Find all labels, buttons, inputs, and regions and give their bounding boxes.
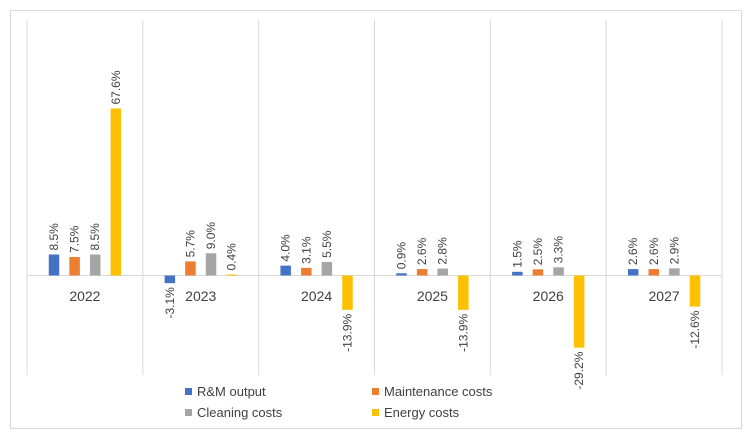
category-label-2027: 2027 [649,288,680,304]
bar-maintenance-costs-2027 [648,269,660,276]
bar-r-m-output-2024 [280,265,291,276]
bar-energy-costs-2026 [573,275,585,348]
bar-r-m-output-2027 [627,269,639,276]
legend-label-cleaning-costs: Cleaning costs [197,405,283,420]
data-label-maintenance-costs-2023: 5.7% [183,230,197,258]
data-label-r-m-output-2026: 1.5% [510,240,524,268]
data-label-r-m-output-2022: 8.5% [47,223,61,251]
legend-swatch-maintenance-costs [372,388,379,395]
bar-energy-costs-2022 [110,108,122,276]
data-label-r-m-output-2027: 2.6% [626,237,640,265]
data-label-energy-costs-2024: -13.9% [340,314,354,352]
bar-r-m-output-2022 [48,254,60,276]
bar-cleaning-costs-2024 [321,261,333,276]
legend-label-energy-costs: Energy costs [384,405,460,420]
bar-maintenance-costs-2023 [185,261,196,276]
data-label-energy-costs-2026: -29.2% [572,351,586,389]
data-label-energy-costs-2025: -13.9% [456,314,470,352]
bar-r-m-output-2023 [164,275,176,284]
data-label-energy-costs-2023: 0.4% [225,243,239,271]
data-label-cleaning-costs-2027: 2.9% [667,237,681,265]
data-label-r-m-output-2025: 0.9% [395,242,409,270]
data-label-r-m-output-2024: 4.0% [279,234,293,262]
legend-label-maintenance-costs: Maintenance costs [384,384,493,399]
legend-label-r-m-output: R&M output [197,384,266,399]
bar-energy-costs-2023 [226,274,237,276]
bar-r-m-output-2025 [396,273,407,276]
bar-maintenance-costs-2022 [69,256,80,276]
chart-border [10,10,742,429]
bar-maintenance-costs-2025 [416,269,428,276]
category-label-2026: 2026 [533,288,564,304]
bar-cleaning-costs-2023 [205,253,217,276]
data-label-maintenance-costs-2027: 2.6% [647,237,661,265]
bar-cleaning-costs-2022 [89,254,101,276]
bar-energy-costs-2024 [342,275,353,310]
bar-cleaning-costs-2026 [553,267,564,276]
bar-cleaning-costs-2025 [437,268,448,276]
data-label-maintenance-costs-2026: 2.5% [531,238,545,266]
category-label-2024: 2024 [301,288,332,304]
category-label-2022: 2022 [69,288,100,304]
data-label-energy-costs-2027: -12.6% [688,310,702,348]
bar-energy-costs-2025 [458,275,469,310]
data-label-maintenance-costs-2022: 7.5% [68,225,82,253]
bar-cleaning-costs-2027 [669,268,680,276]
data-label-cleaning-costs-2022: 8.5% [88,223,102,251]
data-label-cleaning-costs-2026: 3.3% [552,236,566,264]
legend-swatch-energy-costs [372,409,379,416]
data-label-cleaning-costs-2023: 9.0% [204,222,218,250]
data-label-cleaning-costs-2024: 5.5% [320,230,334,258]
data-label-cleaning-costs-2025: 2.8% [436,237,450,265]
data-label-energy-costs-2022: 67.6% [109,70,123,104]
bar-r-m-output-2026 [512,271,523,276]
legend-swatch-r-m-output [185,388,192,395]
category-label-2023: 2023 [185,288,216,304]
data-label-r-m-output-2023: -3.1% [163,287,177,319]
bar-energy-costs-2027 [689,275,701,307]
data-label-maintenance-costs-2024: 3.1% [299,236,313,264]
legend-swatch-cleaning-costs [185,409,192,416]
bar-maintenance-costs-2024 [301,267,312,276]
category-label-2025: 2025 [417,288,448,304]
bar-maintenance-costs-2026 [532,269,544,276]
data-label-maintenance-costs-2025: 2.6% [415,237,429,265]
